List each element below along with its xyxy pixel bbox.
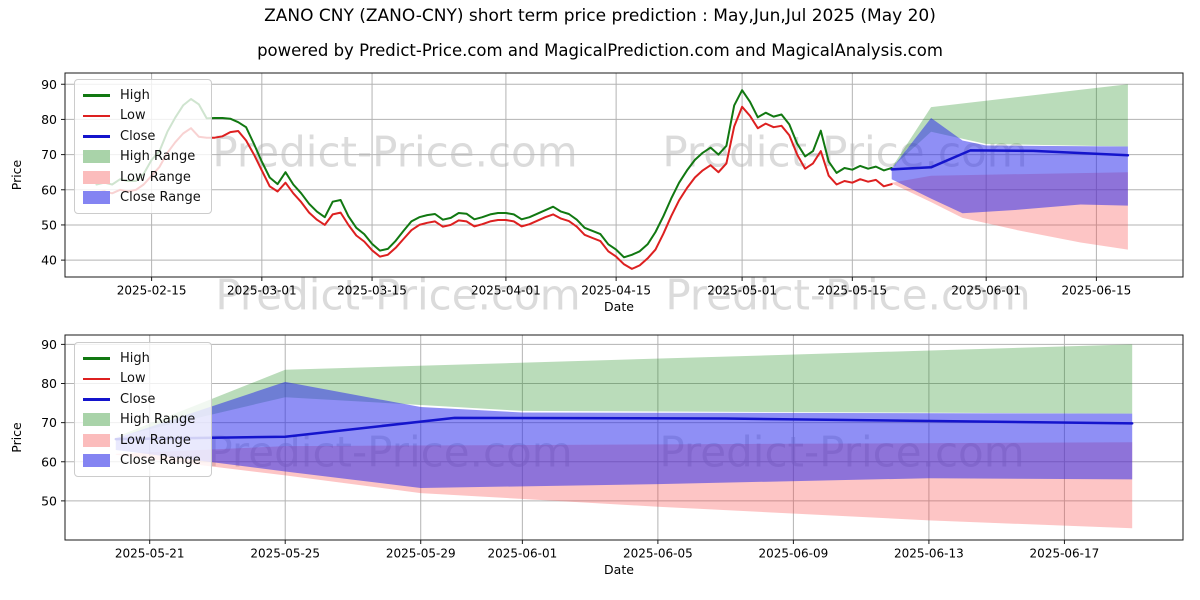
legend-item: Low	[83, 369, 201, 390]
x-tick-label: 2025-04-01	[471, 284, 541, 298]
legend-swatch-close	[83, 135, 110, 138]
y-tick-label: 60	[41, 182, 57, 197]
watermark-text: Predict-Price.com	[215, 270, 581, 320]
y-tick-label: 40	[41, 253, 57, 268]
chart-legend: High Low Close High Range Low Range Close Ran…	[74, 342, 212, 477]
legend-label: Close	[120, 391, 156, 407]
close-range-band	[115, 381, 1133, 488]
legend-swatch-low	[83, 114, 110, 117]
legend-item: High Range	[83, 147, 201, 168]
close-range-band	[891, 118, 1128, 214]
x-tick-label: 2025-06-01	[951, 284, 1021, 298]
legend-item: Low	[83, 106, 201, 127]
y-tick-label: 70	[41, 147, 57, 162]
x-tick-label: 2025-06-01	[487, 547, 557, 561]
legend-label: Low	[120, 108, 146, 124]
legend-item: Close Range	[83, 188, 201, 209]
legend-swatch-low-range	[83, 170, 110, 184]
legend-item: High Range	[83, 410, 201, 431]
y-tick-label: 50	[41, 493, 57, 508]
y-tick-label: 60	[41, 454, 57, 469]
y-tick-label: 90	[41, 337, 57, 352]
plot-border	[64, 334, 1184, 541]
y-tick-label: 70	[41, 415, 57, 430]
y-axis-label: Price	[9, 159, 24, 190]
legend-item: Low Range	[83, 167, 201, 188]
y-tick-label: 90	[41, 77, 57, 92]
x-tick-label: 2025-05-21	[115, 547, 185, 561]
high-range-band	[115, 344, 1133, 438]
legend-swatch-low	[83, 377, 110, 380]
legend-label: High	[120, 87, 150, 103]
watermark-text: Predict-Price.com	[665, 270, 1031, 320]
high-line	[95, 89, 893, 259]
x-tick-label: 2025-05-15	[817, 284, 887, 298]
legend-swatch-high	[83, 94, 110, 97]
x-tick-label: 2025-04-15	[581, 284, 651, 298]
x-tick-label: 2025-03-01	[227, 284, 297, 298]
legend-item: Close Range	[83, 451, 201, 472]
x-tick-label: 2025-06-13	[894, 547, 964, 561]
legend-swatch-close-range	[83, 191, 110, 205]
x-tick-label: 2025-06-09	[759, 547, 829, 561]
y-tick-label: 50	[41, 217, 57, 232]
x-tick-label: 2025-06-15	[1062, 284, 1132, 298]
legend-label: Low Range	[120, 169, 191, 185]
legend-swatch-low-range	[83, 433, 110, 447]
y-tick-label: 80	[41, 376, 57, 391]
legend-label: Close	[120, 128, 156, 144]
legend-label: High Range	[120, 149, 196, 165]
x-tick-label: 2025-02-15	[117, 284, 187, 298]
legend-label: Close Range	[120, 190, 201, 206]
legend-swatch-close	[83, 398, 110, 401]
legend-item: Close	[83, 126, 201, 147]
legend-item: Close	[83, 389, 201, 410]
page-subtitle: powered by Predict-Price.com and Magical…	[257, 41, 943, 60]
chart-price-history-and-prediction: 2025-02-15 2025-03-01 2025-03-15 2025-04-01…	[9, 72, 1184, 314]
chart-prediction-zoom: 2025-05-21 2025-05-25 2025-05-29 2025-06-01…	[9, 334, 1184, 577]
legend-swatch-high	[83, 357, 110, 360]
close-line	[114, 416, 1134, 441]
legend-swatch-high-range	[83, 413, 110, 427]
chart-legend: High Low Close High Range Low Range Close Ran…	[74, 79, 212, 214]
plot-border	[64, 72, 1184, 278]
legend-swatch-close-range	[83, 454, 110, 468]
legend-item: High	[83, 348, 201, 369]
x-tick-label: 2025-06-17	[1030, 547, 1100, 561]
x-tick-label: 2025-06-05	[623, 547, 693, 561]
legend-label: High	[120, 350, 150, 366]
legend-item: Low Range	[83, 430, 201, 451]
y-tick-label: 80	[41, 112, 57, 127]
x-tick-label: 2025-03-15	[337, 284, 407, 298]
x-axis-label: Date	[604, 299, 634, 314]
x-tick-label: 2025-05-01	[707, 284, 777, 298]
legend-label: Close Range	[120, 453, 201, 469]
low-line	[95, 105, 893, 270]
close-line	[890, 149, 1130, 171]
page-title: ZANO CNY (ZANO-CNY) short term price pre…	[264, 6, 936, 26]
x-axis-label: Date	[604, 562, 634, 577]
x-tick-label: 2025-05-25	[250, 547, 320, 561]
legend-label: Low	[120, 371, 146, 387]
watermark-text: Predict-Price.com	[212, 127, 578, 177]
legend-item: High	[83, 85, 201, 106]
high-range-band	[891, 84, 1128, 168]
x-tick-label: 2025-05-29	[386, 547, 456, 561]
legend-label: Low Range	[120, 432, 191, 448]
legend-swatch-high-range	[83, 150, 110, 164]
legend-label: High Range	[120, 412, 196, 428]
y-axis-label: Price	[9, 422, 24, 453]
